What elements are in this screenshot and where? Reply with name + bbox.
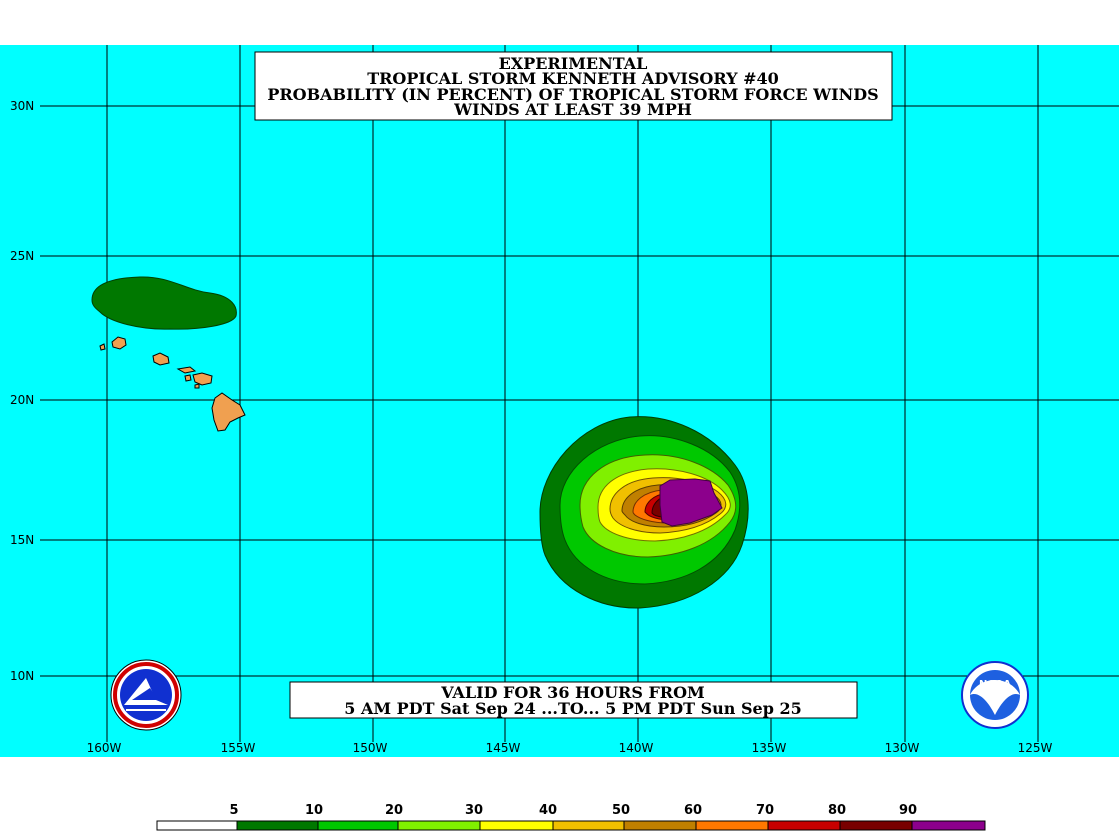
- noaa-logo: NOAA: [961, 661, 1029, 729]
- legend-label-5: 5: [229, 803, 238, 818]
- lon-label: 130W: [885, 741, 920, 755]
- legend-color-box: [552, 820, 625, 831]
- lat-label: 10N: [10, 669, 34, 683]
- valid-line-2: 5 AM PDT Sat Sep 24 ...TO... 5 PM PDT Su…: [344, 699, 801, 718]
- title-line-3: PROBABILITY (IN PERCENT) OF TROPICAL STO…: [267, 85, 878, 104]
- legend-color-box: [317, 820, 399, 831]
- island-maui: [192, 372, 213, 386]
- legend-color-boxes: [156, 820, 986, 831]
- ocean-area: [0, 45, 1119, 757]
- legend-label-80: 80: [828, 803, 846, 818]
- island-lanai: [184, 374, 192, 382]
- legend-label-10: 10: [305, 803, 323, 818]
- legend-color-box: [695, 820, 769, 831]
- legend-color-box: [479, 820, 554, 831]
- lat-label: 15N: [10, 533, 34, 547]
- legend-label-60: 60: [684, 803, 702, 818]
- legend-label-30: 30: [465, 803, 483, 818]
- probability-area-nw: [91, 276, 237, 330]
- legend: 5 10 20 30 40 50 60 70 80 90: [156, 803, 986, 831]
- legend-label-70: 70: [756, 803, 774, 818]
- kenneth-probability-contours: [539, 416, 749, 609]
- island-hawaii: [211, 392, 246, 432]
- island-oahu: [152, 352, 170, 366]
- legend-label-90: 90: [899, 803, 917, 818]
- legend-color-box: [156, 820, 238, 831]
- title-line-2: TROPICAL STORM KENNETH ADVISORY #40: [367, 69, 779, 88]
- lat-label: 25N: [10, 249, 34, 263]
- legend-label-20: 20: [385, 803, 403, 818]
- legend-labels: 5 10 20 30 40 50 60 70 80 90: [229, 803, 917, 818]
- lon-label: 125W: [1018, 741, 1053, 755]
- lon-labels: 160W 155W 150W 145W 140W 135W 130W 125W: [87, 741, 1053, 755]
- nws-logo: [110, 659, 182, 731]
- legend-color-box: [397, 820, 481, 831]
- lon-label: 140W: [619, 741, 654, 755]
- lon-label: 160W: [87, 741, 122, 755]
- title-line-1: EXPERIMENTAL: [499, 54, 648, 73]
- island-kauai: [111, 336, 127, 350]
- lat-label: 30N: [10, 99, 34, 113]
- legend-color-box: [839, 820, 913, 831]
- title-line-4: WINDS AT LEAST 39 MPH: [453, 100, 692, 119]
- legend-label-50: 50: [612, 803, 630, 818]
- legend-color-box: [236, 820, 319, 831]
- island-molokai: [176, 366, 197, 374]
- island-kahoolawe: [194, 383, 200, 389]
- contour-100: [659, 478, 723, 527]
- legend-color-box: [767, 820, 841, 831]
- title-box: EXPERIMENTAL TROPICAL STORM KENNETH ADVI…: [254, 51, 893, 121]
- valid-line-1: VALID FOR 36 HOURS FROM: [440, 683, 705, 702]
- legend-color-box: [911, 820, 986, 831]
- lon-label: 150W: [353, 741, 388, 755]
- valid-period-box: VALID FOR 36 HOURS FROM 5 AM PDT Sat Sep…: [289, 681, 858, 719]
- lon-label: 145W: [486, 741, 521, 755]
- lon-label: 155W: [221, 741, 256, 755]
- legend-color-box: [623, 820, 697, 831]
- legend-label-40: 40: [539, 803, 557, 818]
- noaa-logo-text: NOAA: [979, 679, 1011, 690]
- lon-label: 135W: [752, 741, 787, 755]
- hawaiian-islands: [99, 336, 246, 432]
- lat-label: 20N: [10, 393, 34, 407]
- island-niihau: [99, 343, 106, 351]
- lat-labels: 30N 25N 20N 15N 10N: [10, 99, 34, 683]
